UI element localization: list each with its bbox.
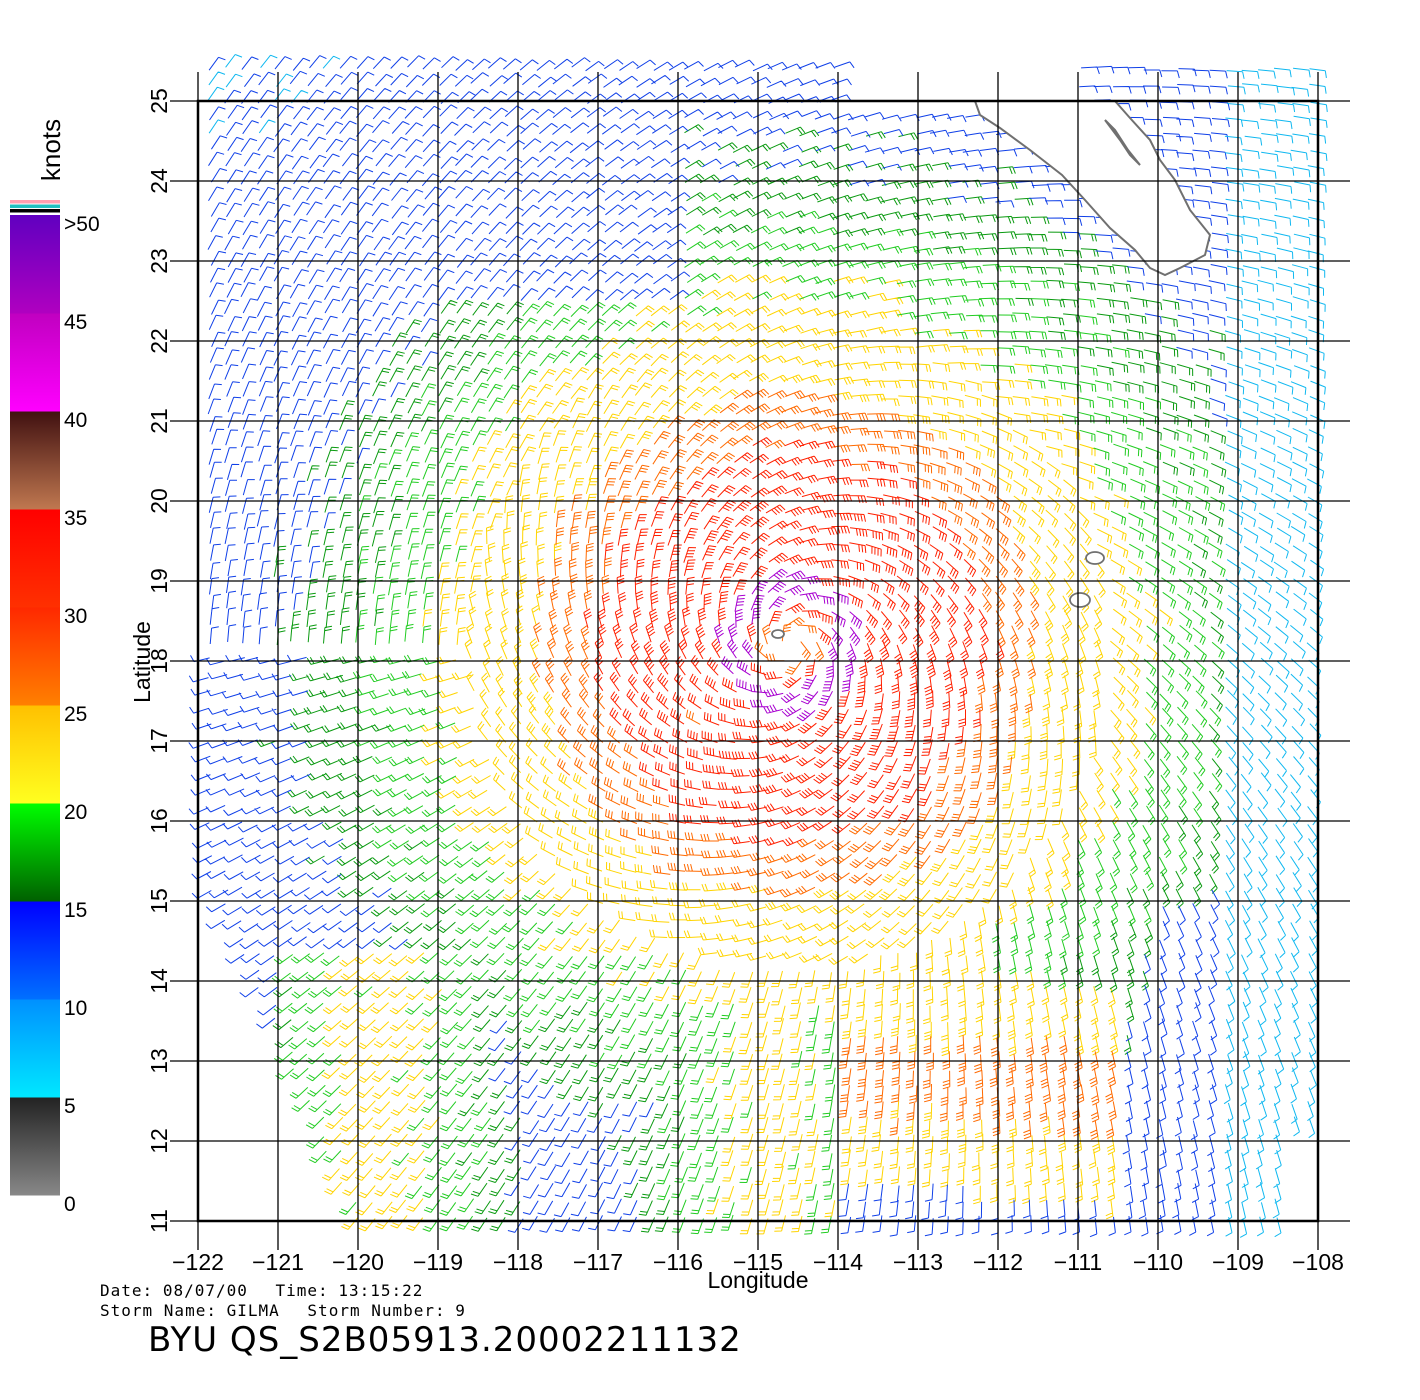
wind-barb-group — [583, 437, 1005, 847]
colorbar-band — [10, 607, 60, 706]
longitude-tick-label: −117 — [573, 1249, 623, 1275]
colorbar-tick-label: 30 — [64, 605, 87, 628]
colorbar-band — [10, 215, 60, 314]
colorbar-band — [10, 313, 60, 412]
longitude-tick-label: −111 — [1054, 1249, 1102, 1275]
longitude-tick-label: −121 — [252, 1249, 304, 1275]
latitude-axis-label: Latitude — [129, 621, 155, 703]
wind-barb-group — [188, 55, 1231, 1238]
tick-labels: −122 −121 −120 −119 −118 −117 −116 −115 −114 −113… — [146, 88, 1344, 1275]
latitude-tick-label: 13 — [146, 1048, 172, 1074]
time-label: Time: — [275, 1281, 329, 1300]
island-outline — [1069, 592, 1091, 608]
colorbar-tick-label: 35 — [64, 507, 87, 530]
longitude-tick-label: −120 — [332, 1249, 384, 1275]
colorbar-cap-stripe — [10, 209, 60, 213]
longitude-tick-label: −114 — [813, 1249, 863, 1275]
coast-detail — [1104, 119, 1141, 166]
latitude-tick-label: 23 — [146, 248, 172, 274]
latitude-tick-label: 12 — [146, 1128, 172, 1154]
latitude-tick-label: 22 — [146, 328, 172, 354]
island-outline — [771, 629, 785, 639]
colorbar-band — [10, 411, 60, 510]
longitude-tick-label: −108 — [1292, 1249, 1344, 1275]
metadata-line-1: Date: 08/07/00 Time: 13:15:22 — [100, 1281, 423, 1300]
lat-lon-grid — [170, 72, 1350, 1250]
baja-california-coast — [973, 100, 1212, 277]
wind-barb-group — [531, 388, 1117, 1140]
latitude-tick-label: 15 — [146, 888, 172, 914]
longitude-tick-label: −109 — [1212, 1249, 1264, 1275]
wind-barb-group — [321, 274, 1173, 1235]
colorbar-tick-label: 20 — [64, 801, 87, 824]
date-value: 08/07/00 — [162, 1281, 248, 1300]
colorbar-band — [10, 901, 60, 1000]
time-value: 13:15:22 — [338, 1281, 424, 1300]
wind-barb-group — [256, 124, 1227, 1233]
storm-name-label: Storm Name: — [100, 1301, 217, 1320]
colorbar-cap-stripe — [10, 200, 60, 204]
latitude-tick-label: 25 — [146, 88, 172, 114]
colorbar-tick-label: 15 — [64, 899, 87, 922]
wind-barb-group — [271, 192, 1226, 1235]
colorbar-unit-label: knots — [36, 119, 66, 181]
latitude-tick-label: 20 — [146, 488, 172, 514]
longitude-axis-label: Longitude — [707, 1267, 808, 1293]
colorbar-tick-label: 40 — [64, 409, 87, 432]
latitude-tick-label: 11 — [146, 1209, 172, 1233]
longitude-tick-label: −122 — [172, 1249, 224, 1275]
wind-barb-group — [207, 54, 1328, 1238]
longitude-tick-label: −119 — [413, 1249, 463, 1275]
storm-number-value: 9 — [455, 1301, 466, 1320]
latitude-tick-label: 14 — [146, 968, 172, 994]
storm-name-value: GILMA — [226, 1301, 280, 1320]
latitude-tick-label: 16 — [146, 808, 172, 834]
longitude-tick-label: −116 — [653, 1249, 703, 1275]
longitude-tick-label: −112 — [973, 1249, 1023, 1275]
colorbar-tick-label: 25 — [64, 703, 87, 726]
map-frame — [196, 99, 1320, 1223]
island-outline — [1085, 551, 1105, 565]
latitude-tick-label: 19 — [146, 568, 172, 594]
coastline-layer — [771, 100, 1212, 639]
colorbar-tick-label: >50 — [64, 213, 100, 236]
latitude-tick-label: 18 — [146, 648, 172, 674]
colorbar-band — [10, 1097, 60, 1196]
colorbar-tick-label: 0 — [64, 1193, 76, 1216]
latitude-tick-label: 21 — [146, 408, 172, 434]
colorbar: >50 45 40 35 30 25 20 15 10 5 0 — [10, 200, 100, 1216]
colorbar-band — [10, 705, 60, 804]
product-id: BYU QS_S2B05913.20002211132 — [148, 1320, 742, 1360]
wind-barbs-layer — [188, 54, 1328, 1238]
colorbar-band — [10, 509, 60, 608]
colorbar-tick-label: 45 — [64, 311, 87, 334]
longitude-tick-label: −110 — [1133, 1249, 1183, 1275]
date-label: Date: — [100, 1281, 154, 1300]
longitude-tick-label: −115 — [733, 1249, 783, 1275]
colorbar-tick-label: 5 — [64, 1095, 76, 1118]
latitude-tick-label: 17 — [146, 728, 172, 754]
longitude-tick-label: −118 — [493, 1249, 543, 1275]
longitude-tick-label: −113 — [893, 1249, 943, 1275]
colorbar-band — [10, 803, 60, 902]
metadata-line-2: Storm Name: GILMA Storm Number: 9 — [100, 1301, 466, 1320]
latitude-tick-label: 24 — [146, 168, 172, 194]
colorbar-tick-label: 10 — [64, 997, 87, 1020]
colorbar-band — [10, 999, 60, 1098]
wind-barb-group — [714, 568, 863, 722]
storm-number-label: Storm Number: — [307, 1301, 446, 1320]
colorbar-cap-stripe — [10, 204, 60, 208]
